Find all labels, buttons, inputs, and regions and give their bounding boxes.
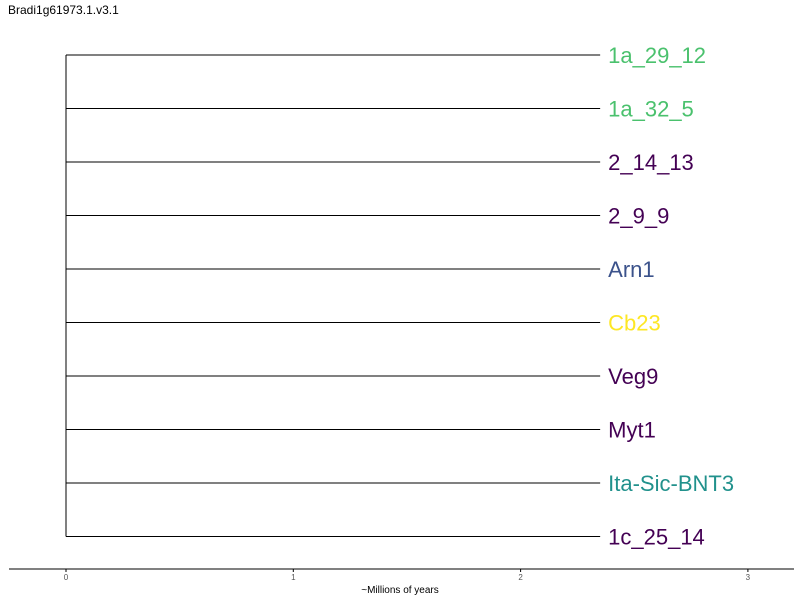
axis-tick-label: 0 [64, 573, 69, 582]
leaf-label: Arn1 [608, 257, 654, 282]
leaf-label: 2_9_9 [608, 204, 669, 229]
axis-ticks: 0 1 2 3 [64, 569, 751, 582]
axis-tick-label: 1 [291, 573, 296, 582]
leaf-label: 1a_32_5 [608, 97, 694, 122]
leaf-label: 1a_29_12 [608, 43, 706, 68]
axis-label: ~Millions of years [361, 585, 439, 596]
leaf-label: Myt1 [608, 418, 656, 443]
tree-branches [65, 54, 601, 537]
leaf-label: 1c_25_14 [608, 525, 705, 550]
time-axis: 0 1 2 3 ~Millions of years [9, 568, 794, 596]
leaf-labels: 1a_29_12 1a_32_5 2_14_13 2_9_9 Arn1 Cb23 Veg9 M… [608, 43, 734, 550]
leaf-label: Cb23 [608, 311, 661, 336]
leaf-label: 2_14_13 [608, 150, 694, 175]
axis-tick-label: 3 [746, 573, 751, 582]
tree-title: Bradi1g61973.1.v3.1 [8, 3, 119, 17]
axis-tick-label: 2 [518, 573, 523, 582]
leaf-label: Veg9 [608, 364, 658, 389]
leaf-label: Ita-Sic-BNT3 [608, 471, 734, 496]
